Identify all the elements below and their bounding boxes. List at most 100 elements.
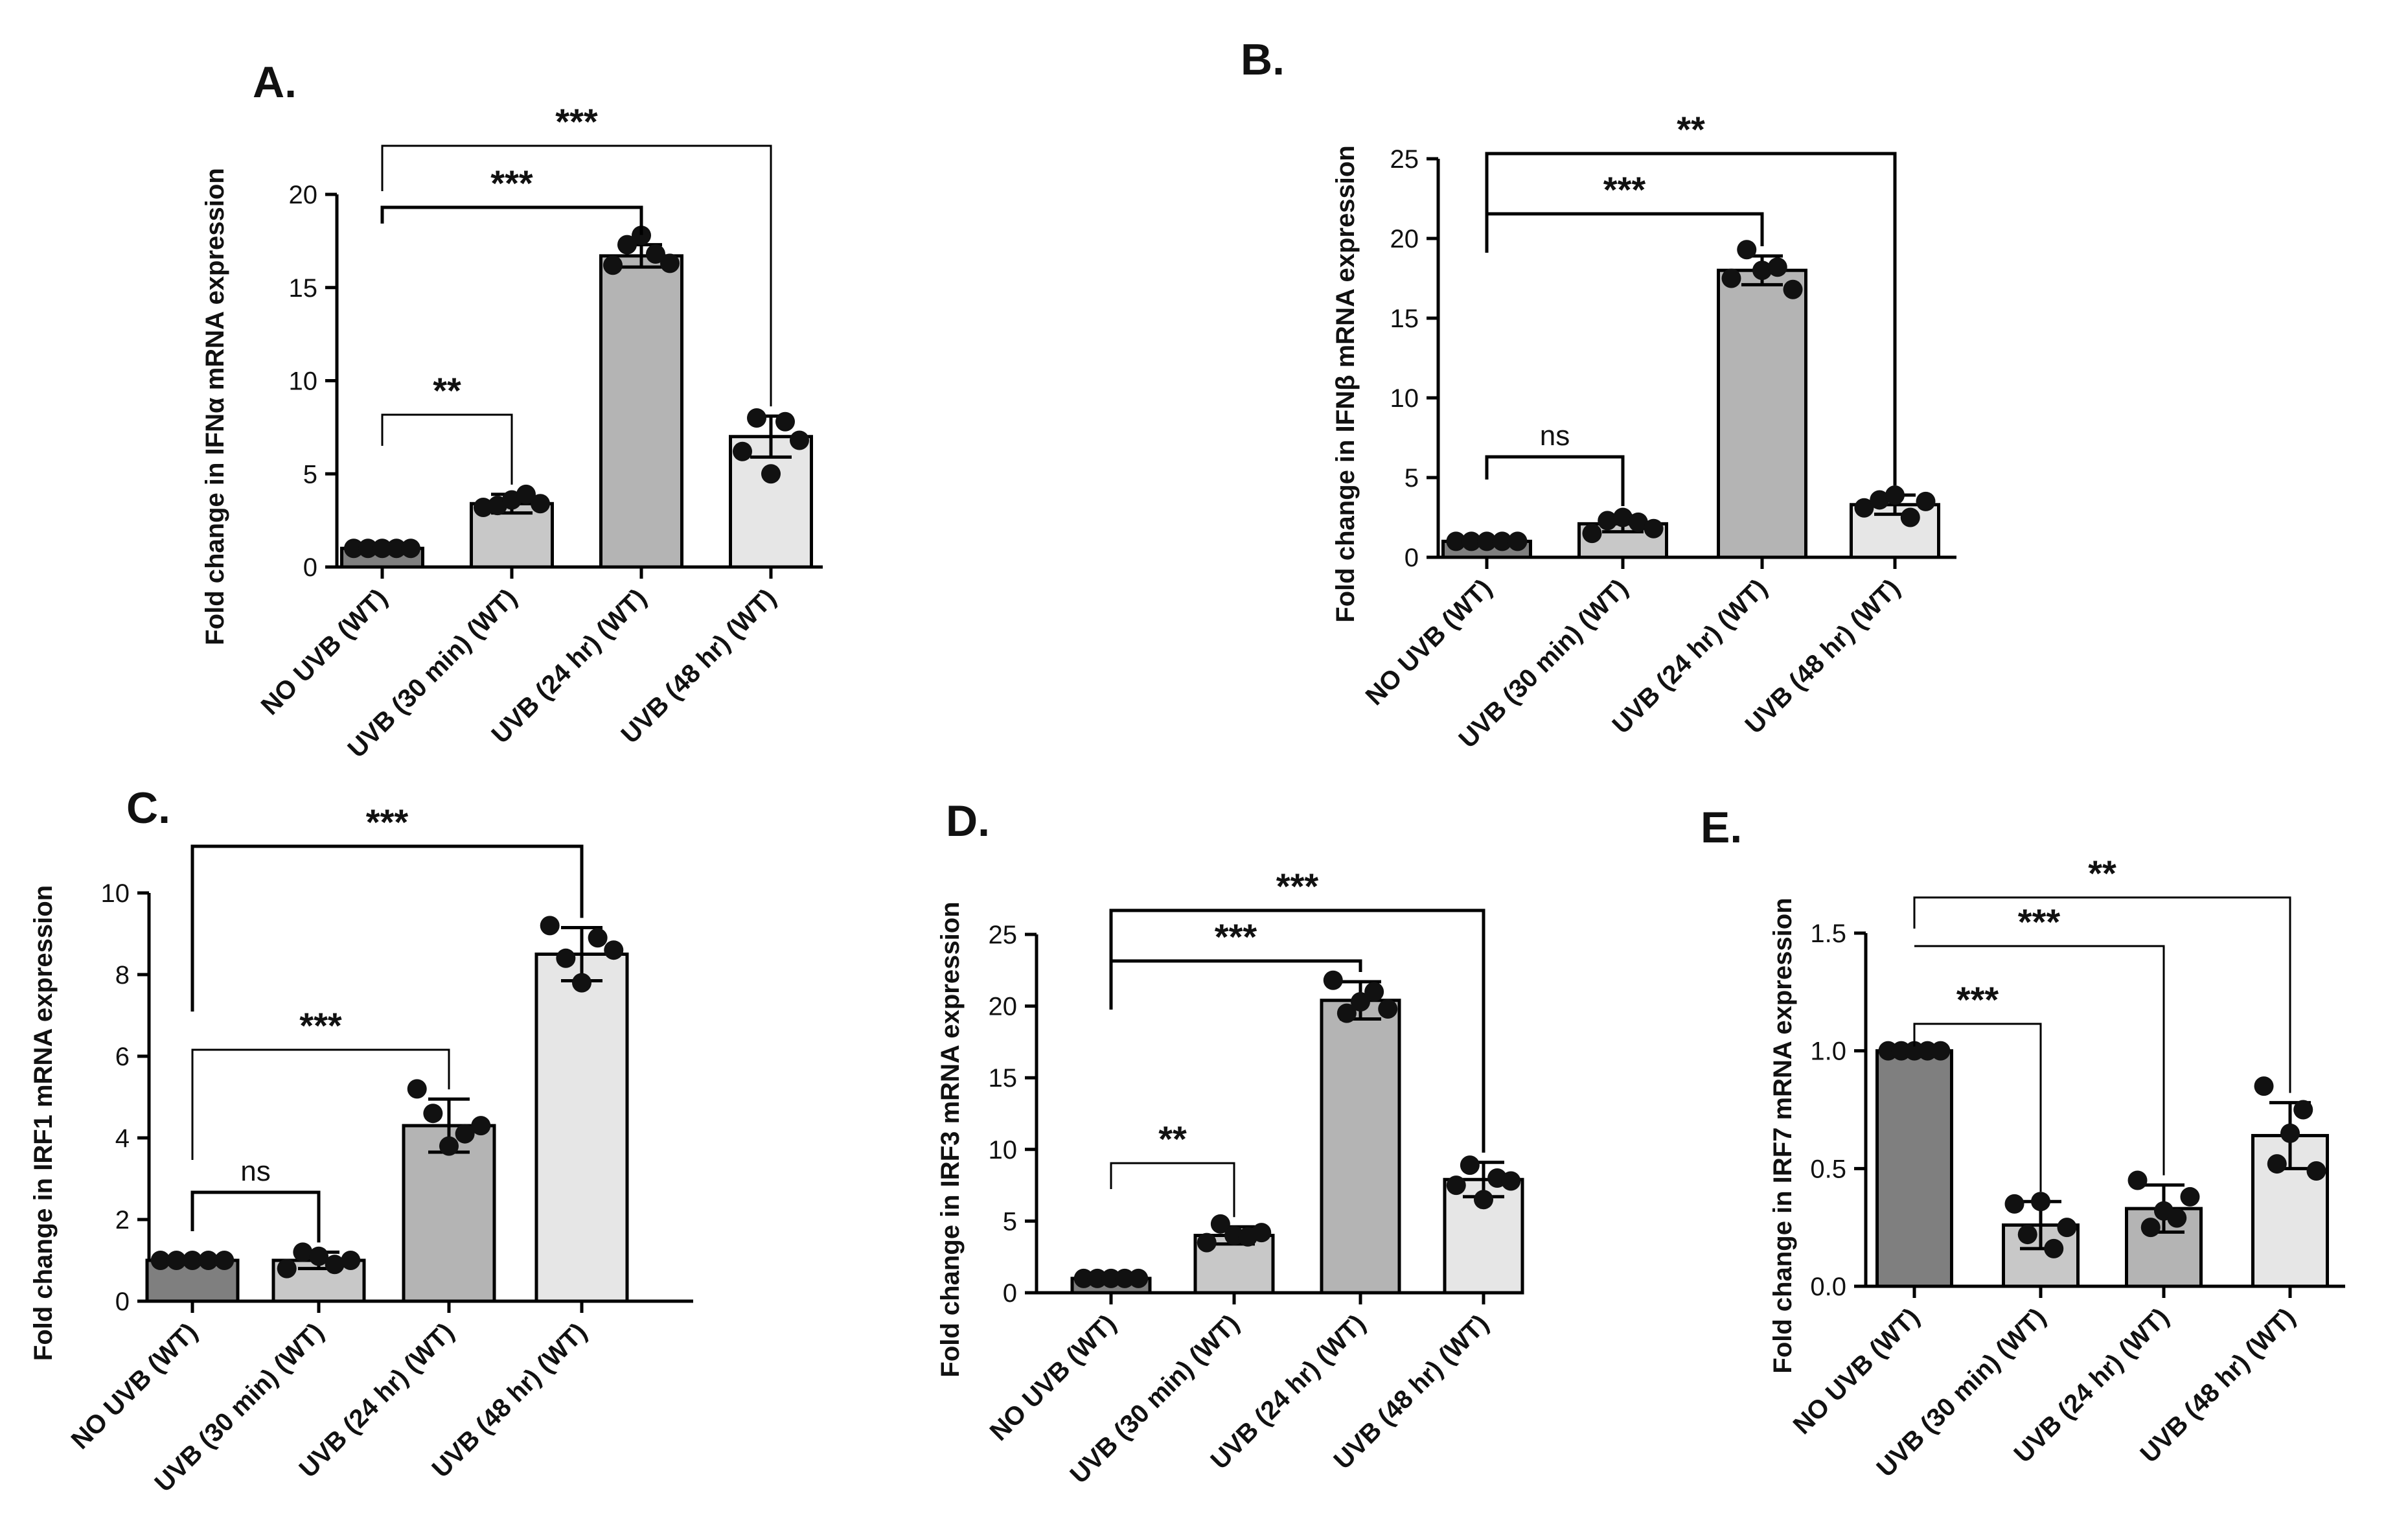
panel-label: B. xyxy=(1241,35,1285,84)
data-point xyxy=(1073,1268,1094,1288)
significance-bracket xyxy=(1485,152,1897,486)
data-point xyxy=(2127,1170,2148,1190)
data-point xyxy=(1508,531,1528,551)
y-tick-label: 25 xyxy=(989,921,1018,949)
data-point xyxy=(1129,1268,1149,1288)
data-point xyxy=(604,940,624,960)
y-tick-label: 10 xyxy=(1390,384,1419,413)
data-point xyxy=(198,1251,218,1270)
significance-label: *** xyxy=(2018,901,2061,942)
significance-label: ** xyxy=(1677,109,1705,150)
significance-bracket xyxy=(1485,212,1764,253)
y-tick-label: 4 xyxy=(115,1124,130,1153)
data-point xyxy=(531,494,550,514)
data-point xyxy=(1752,260,1772,281)
data-point xyxy=(660,253,680,273)
y-tick-label: 15 xyxy=(1390,305,1419,333)
panel-label: A. xyxy=(253,58,297,107)
significance-bracket xyxy=(1913,1023,2042,1192)
y-tick-label: 0 xyxy=(303,553,317,582)
data-point xyxy=(183,1251,202,1270)
y-tick-label: 6 xyxy=(115,1043,130,1071)
significance-bracket xyxy=(1110,1162,1235,1218)
data-point xyxy=(1336,1003,1357,1023)
data-point xyxy=(2140,1218,2161,1238)
panel-label: D. xyxy=(946,796,990,846)
data-point xyxy=(309,1246,328,1266)
data-point xyxy=(1364,982,1384,1002)
significance-bracket xyxy=(190,844,584,1012)
bar xyxy=(534,953,629,1303)
y-tick-label: 0 xyxy=(1405,544,1419,572)
y-tick-label: 1.5 xyxy=(1810,920,1846,948)
data-point xyxy=(1721,268,1741,288)
data-point xyxy=(603,255,623,275)
y-tick-label: 20 xyxy=(989,993,1018,1021)
significance-bracket xyxy=(1109,908,1485,1153)
y-tick-label: 10 xyxy=(101,879,130,908)
data-point xyxy=(1351,991,1370,1012)
y-tick-label: 8 xyxy=(115,961,130,989)
data-point xyxy=(1900,507,1920,527)
y-axis-title: Fold change in IRF7 mRNA expression xyxy=(1769,897,1797,1373)
data-point xyxy=(2293,1100,2313,1120)
data-point xyxy=(401,538,420,559)
data-point xyxy=(1197,1232,1217,1253)
significance-bracket xyxy=(191,1048,450,1160)
significance-bracket xyxy=(190,1190,321,1243)
data-point xyxy=(1582,524,1602,544)
panel-label: E. xyxy=(1701,803,1742,852)
data-point xyxy=(2254,1076,2274,1096)
data-point xyxy=(407,1079,427,1099)
data-point xyxy=(2167,1208,2187,1228)
bar xyxy=(1717,268,1807,559)
significance-label: *** xyxy=(1276,866,1319,907)
data-point xyxy=(166,1251,187,1270)
significance-label: ns xyxy=(240,1155,270,1187)
data-point xyxy=(747,408,766,428)
data-point xyxy=(344,538,363,559)
data-point xyxy=(1210,1214,1230,1234)
significance-label: *** xyxy=(1956,979,1999,1020)
significance-bracket xyxy=(1485,455,1625,507)
data-point xyxy=(516,484,536,504)
y-tick-label: 2 xyxy=(115,1206,130,1234)
data-point xyxy=(387,538,406,559)
data-point xyxy=(423,1104,443,1124)
data-point xyxy=(1115,1268,1135,1288)
data-point xyxy=(1598,511,1618,531)
y-tick-label: 10 xyxy=(989,1136,1018,1164)
y-tick-label: 15 xyxy=(289,274,318,303)
y-tick-label: 20 xyxy=(289,181,318,209)
data-point xyxy=(588,928,608,948)
significance-label: *** xyxy=(299,1005,342,1046)
significance-bracket xyxy=(381,145,772,407)
data-point xyxy=(1492,531,1512,551)
data-point xyxy=(1737,240,1757,260)
data-point xyxy=(1101,1268,1121,1288)
y-axis-title: Fold change in IRF1 mRNA expression xyxy=(29,885,58,1361)
data-point xyxy=(277,1258,297,1279)
data-point xyxy=(1087,1268,1107,1288)
data-point xyxy=(1460,1155,1480,1175)
significance-label: *** xyxy=(555,101,598,142)
data-point xyxy=(1628,512,1648,532)
data-point xyxy=(1252,1223,1272,1243)
significance-bracket xyxy=(1914,945,2165,1175)
y-tick-label: 0.0 xyxy=(1810,1273,1846,1301)
y-axis-title: Fold change in IFNβ mRNA expression xyxy=(1331,145,1360,622)
data-point xyxy=(1916,491,1936,511)
data-point xyxy=(2280,1123,2300,1143)
significance-label: *** xyxy=(490,163,533,203)
significance-label: ** xyxy=(433,370,461,411)
y-tick-label: 0 xyxy=(115,1288,130,1316)
significance-label: *** xyxy=(1215,916,1257,957)
data-point xyxy=(632,226,651,246)
y-tick-label: 10 xyxy=(289,367,318,396)
data-point xyxy=(2306,1161,2326,1181)
y-tick-label: 5 xyxy=(1405,464,1419,492)
data-point xyxy=(572,973,591,993)
data-point xyxy=(358,538,378,559)
